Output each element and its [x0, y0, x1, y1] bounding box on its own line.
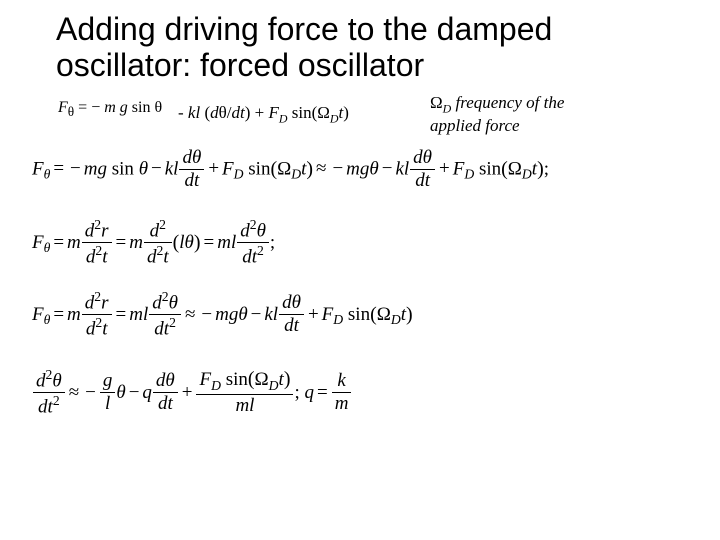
slide: Adding driving force to the damped oscil…: [0, 0, 720, 540]
equation-1: Fθ=−mg sin θ−kldθdt+FD sin(ΩDt)≈−mgθ−kld…: [32, 148, 549, 191]
equation-3: Fθ=md2rd2t=mld2θdt2≈−mgθ−kldθdt+FD sin(Ω…: [32, 290, 413, 340]
driving-term: - kl (dθ/dt) + FD sin(ΩDt): [178, 103, 349, 126]
equation-4: d2θdt2≈−glθ−qdθdt+FD sin(ΩDt)ml; q=km: [32, 368, 352, 418]
equation-prefix: Fθ = − m g sin θ: [58, 99, 162, 120]
omega-annotation: ΩD frequency of the applied force: [430, 93, 610, 136]
slide-title: Adding driving force to the damped oscil…: [56, 12, 676, 84]
equation-2: Fθ=md2rd2t=md2d2t(lθ)=mld2θdt2;: [32, 218, 275, 268]
